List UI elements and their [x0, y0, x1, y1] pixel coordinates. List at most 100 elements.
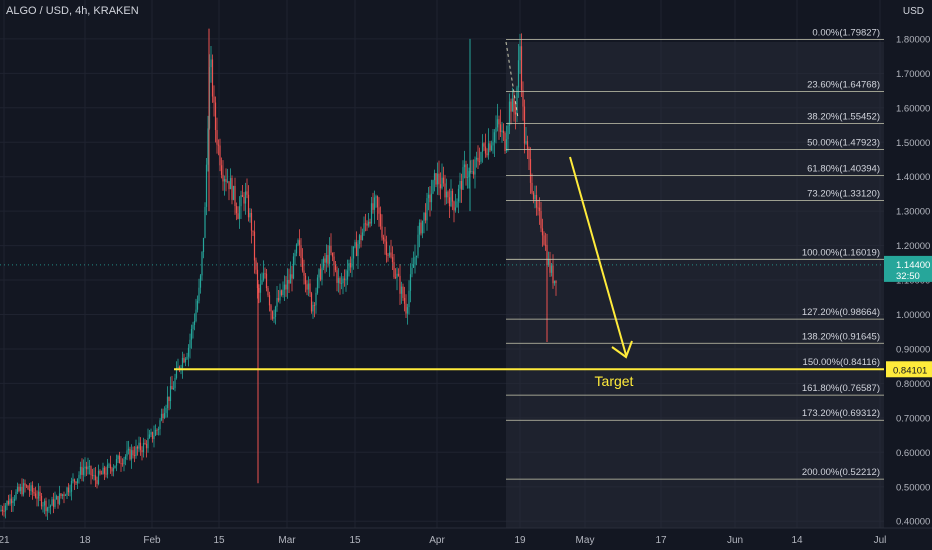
candle [66, 487, 68, 496]
candle [484, 146, 487, 154]
candle [462, 167, 464, 190]
candle [48, 507, 50, 508]
price-tick-label: 1.00000 [896, 310, 930, 321]
price-tick-label: 0.60000 [896, 448, 930, 459]
annotations: Target [174, 156, 884, 389]
candle [102, 467, 104, 475]
candle [376, 196, 379, 208]
fibonacci-extension[interactable]: 0.00%(1.79827) 23.60%(1.64768) 38.20%(1.55… [505, 27, 884, 480]
candle [180, 367, 182, 369]
candle [474, 159, 476, 175]
candle [156, 429, 158, 431]
candle [312, 305, 314, 312]
candle [372, 203, 374, 210]
candle [519, 46, 521, 61]
candle [93, 475, 95, 477]
candle [405, 303, 407, 314]
candle [136, 446, 139, 449]
candle [373, 197, 376, 210]
price-tick-label: 0.70000 [896, 413, 930, 424]
candle [115, 459, 118, 466]
candle [480, 151, 482, 162]
candle [280, 290, 283, 295]
time-tick-label: Jul [874, 535, 887, 546]
candle [259, 284, 262, 293]
candle [85, 466, 88, 470]
candle [301, 257, 304, 271]
candle [300, 245, 302, 258]
candle [403, 297, 406, 304]
candle [523, 106, 526, 144]
price-tick-label: 1.20000 [896, 241, 930, 252]
candle [297, 240, 299, 245]
candle [424, 212, 427, 221]
candle [409, 274, 412, 291]
candle [162, 413, 164, 419]
candle [138, 442, 140, 449]
candle [333, 256, 335, 265]
candle [288, 280, 290, 284]
symbol-title[interactable]: ALGO / USD, 4h, KRAKEN [6, 5, 139, 17]
price-tick-label: 1.70000 [896, 69, 930, 80]
candle [306, 284, 308, 290]
candle [99, 470, 101, 474]
candle [325, 255, 328, 263]
candle [345, 279, 347, 281]
candle [477, 157, 479, 162]
candle [277, 298, 280, 301]
candle [478, 161, 481, 163]
candle [339, 278, 341, 284]
candle [63, 494, 65, 496]
down-arrow-head [611, 340, 633, 359]
candle [124, 456, 127, 460]
candle [307, 283, 310, 290]
candle [243, 196, 245, 204]
candle [33, 491, 35, 494]
candle [318, 269, 320, 278]
candle [210, 59, 212, 68]
candle [487, 143, 490, 156]
candle [538, 207, 541, 212]
candle [390, 252, 392, 258]
candle [174, 378, 176, 388]
candle [111, 468, 113, 472]
candle [351, 258, 353, 268]
candle [273, 316, 275, 319]
candle [348, 263, 350, 271]
fib-level-label: 127.20%(0.98664) [802, 307, 880, 318]
candle [418, 222, 421, 235]
candle [433, 173, 436, 181]
candle [262, 273, 265, 281]
candle [358, 235, 361, 245]
candle [492, 142, 494, 146]
candle [516, 87, 518, 115]
candle [106, 464, 109, 475]
candle [436, 173, 439, 185]
time-axis[interactable]: 21 18 Feb 15 Mar 15 Apr 19 May 17 Jun 14 Jul [0, 527, 932, 546]
fib-level-label: 150.00%(0.84116) [803, 357, 880, 368]
candle [147, 438, 149, 449]
candle [216, 130, 218, 145]
candle [109, 464, 112, 469]
price-axis[interactable]: 1.80000 1.70000 1.60000 1.50000 1.40000 1.300… [884, 0, 932, 550]
candle [171, 385, 173, 390]
candle [387, 255, 389, 256]
candle [150, 432, 152, 435]
candle [432, 180, 434, 194]
candle [465, 164, 467, 178]
price-tick-label: 0.40000 [896, 517, 930, 528]
candle [24, 483, 26, 486]
candle [396, 273, 398, 278]
candle [495, 127, 497, 133]
candle [294, 253, 296, 257]
candle [271, 311, 274, 319]
candle [321, 267, 323, 280]
candle [324, 258, 326, 263]
fib-level-label: 100.00%(1.16019) [802, 247, 880, 258]
candle [84, 466, 86, 469]
candle [279, 290, 281, 301]
candle [240, 195, 242, 207]
candle [235, 206, 238, 214]
candle [309, 283, 311, 294]
